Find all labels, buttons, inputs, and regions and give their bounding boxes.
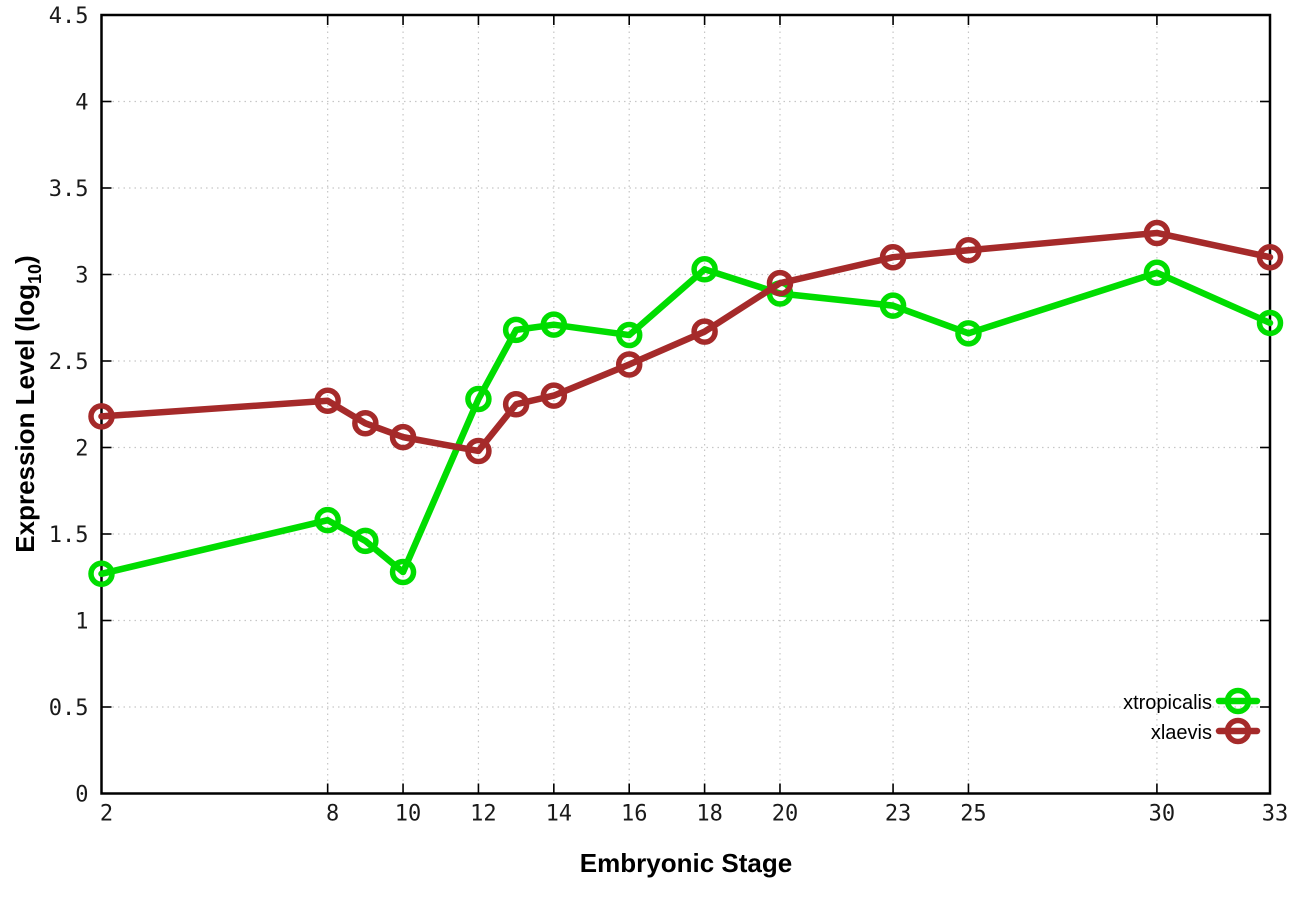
series-line-xlaevis [98,229,1274,455]
legend-label-xtropicalis: xtropicalis [1123,692,1212,714]
x-tick-label: 30 [1149,802,1176,827]
y-tick-label: 3 [75,264,88,289]
y-axis-title: Expression Level (log10) [10,255,45,552]
data-point-xlaevis [389,423,417,451]
data-point-xtropicalis [88,560,115,588]
gridlines [101,15,1270,794]
data-point-xtropicalis [352,527,379,555]
data-point-xtropicalis [1143,259,1171,287]
axis-labels: Embryonic Stage Expression Level (log10) [10,255,792,878]
x-tick-label: 16 [621,802,648,827]
data-point-xtropicalis [540,311,568,338]
series-line-xtropicalis [98,266,1274,578]
data-point-xtropicalis [465,385,492,413]
data-point-xlaevis [879,243,907,271]
y-tick-label: 0.5 [49,696,89,721]
x-tick-label: 33 [1262,802,1289,827]
y-tick-label: 4 [75,91,88,116]
data-point-xtropicalis [1256,309,1284,337]
data-point-xtropicalis [955,320,982,347]
x-tick-label: 2 [100,802,113,827]
x-tick-label: 23 [885,802,912,827]
data-point-xlaevis [352,410,379,437]
y-tick-label: 4.5 [49,4,89,29]
y-tick-label: 1 [75,610,88,635]
x-tick-label: 10 [395,802,422,827]
data-point-xlaevis [615,351,643,378]
x-axis-title: Embryonic Stage [580,848,792,878]
data-point-xlaevis [691,318,718,345]
data-point-xlaevis [540,382,568,409]
data-point-xlaevis [88,403,115,430]
data-point-xtropicalis [879,292,907,319]
data-point-xlaevis [1256,243,1284,271]
x-tick-label: 12 [470,802,497,827]
legend: xtropicalis xlaevis [1123,687,1261,745]
y-tick-label: 0 [75,783,88,808]
y-tick-label: 1.5 [49,523,89,548]
y-tick-label: 2.5 [49,350,89,375]
x-tick-label: 20 [772,802,799,827]
y-tick-label: 2 [75,437,88,462]
x-tick-label: 25 [960,802,987,827]
x-tick-label: 14 [546,802,573,827]
data-point-xtropicalis [314,506,341,534]
data-point-xtropicalis [502,316,530,344]
legend-sample-marker-xtropicalis [1224,687,1252,715]
data-point-xtropicalis [691,256,718,283]
data-point-xlaevis [465,437,492,465]
data-point-xtropicalis [389,558,417,586]
data-point-xlaevis [502,391,530,418]
data-point-xlaevis [1143,219,1171,247]
data-point-xlaevis [766,269,794,297]
axis-ticks: 2 8 10 12 14 16 18 20 23 25 30 33 0 0.5 1 1.5 2 2.5 3 3.5 4 4… [49,4,1289,827]
x-tick-label: 18 [696,802,723,827]
data-point-xtropicalis [615,321,643,349]
data-point-xlaevis [955,237,982,264]
x-tick-label: 8 [326,802,339,827]
legend-sample-marker-xlaevis [1224,717,1252,745]
legend-label-xlaevis: xlaevis [1151,722,1212,744]
data-series [88,219,1284,588]
y-tick-label: 3.5 [49,177,89,202]
data-point-xlaevis [314,387,341,415]
